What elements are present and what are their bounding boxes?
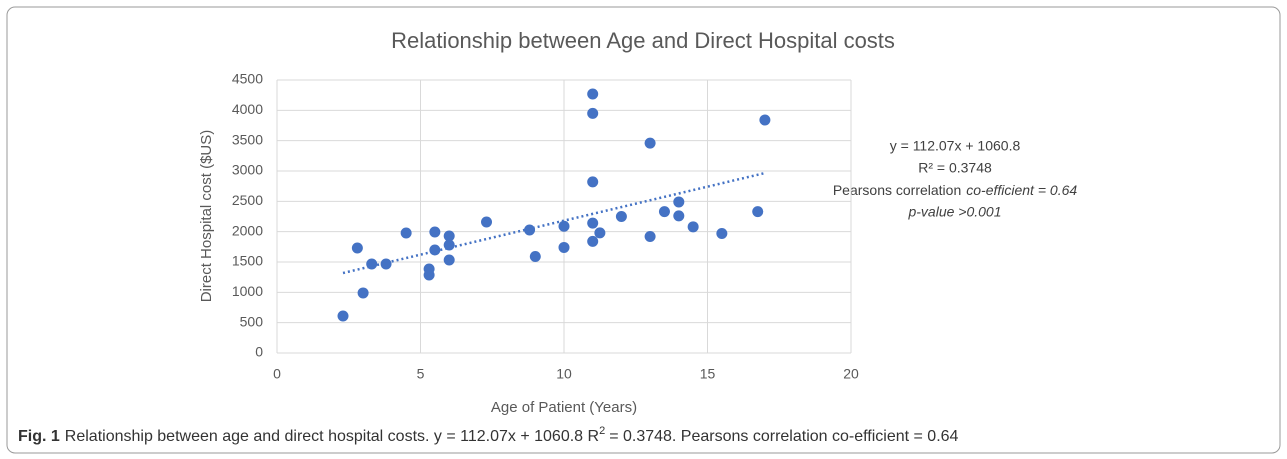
point — [673, 210, 685, 222]
point — [673, 196, 685, 208]
point — [716, 227, 728, 239]
annotation: p-value >0.001 — [907, 204, 1001, 220]
point — [615, 211, 627, 222]
point — [443, 230, 455, 242]
annotation: Pearsons correlation co-efficient = 0.64 — [833, 182, 1078, 198]
point — [529, 251, 541, 263]
point — [337, 310, 349, 322]
point — [443, 239, 455, 251]
x-tick-label: 10 — [556, 366, 572, 382]
x-tick-label: 5 — [417, 366, 425, 382]
caption-text: = 0.3748. Pearsons correlation co-effici… — [609, 428, 958, 445]
point — [558, 220, 570, 232]
chart-title: Relationship between Age and Direct Hosp… — [391, 28, 895, 53]
y-axis-label: Direct Hospital cost ($US) — [198, 130, 215, 303]
point — [351, 242, 363, 254]
point — [558, 241, 570, 253]
y-tick-label: 4000 — [232, 101, 263, 117]
point — [366, 258, 378, 270]
x-tick-label: 20 — [843, 366, 859, 382]
caption-text: Relationship between age and direct hosp… — [65, 428, 599, 445]
point — [587, 176, 599, 188]
point — [644, 231, 656, 243]
point — [423, 269, 435, 281]
point — [752, 206, 764, 218]
y-tick-label: 3500 — [232, 131, 263, 147]
caption-label: Fig. 1 — [18, 428, 60, 445]
point — [380, 258, 392, 270]
point — [587, 235, 599, 247]
point — [759, 114, 771, 126]
caption-sup: 2 — [599, 425, 605, 437]
point — [481, 216, 493, 228]
point — [658, 206, 670, 218]
annotation: y = 112.07x + 1060.8 — [890, 138, 1021, 154]
point — [357, 287, 369, 299]
point — [443, 254, 455, 266]
y-tick-label: 2000 — [232, 222, 263, 238]
annotation: Pearsons correlation — [833, 182, 961, 198]
x-tick-label: 15 — [700, 366, 716, 382]
point — [687, 221, 699, 233]
point — [587, 217, 599, 229]
y-tick-label: 1000 — [232, 283, 263, 299]
y-tick-label: 1500 — [232, 253, 263, 269]
point — [400, 227, 412, 239]
annotation: co-efficient = 0.64 — [966, 182, 1077, 198]
y-tick-label: 4500 — [232, 71, 263, 87]
figure-border — [6, 6, 1281, 454]
point — [524, 224, 536, 236]
x-axis-label: Age of Patient (Years) — [491, 399, 637, 416]
caption: Fig. 1 Relationship between age and direc… — [18, 425, 959, 445]
trendline — [342, 171, 766, 275]
y-tick-label: 0 — [255, 344, 263, 360]
point — [594, 227, 606, 239]
y-tick-label: 3000 — [232, 162, 263, 178]
annotation: R² = 0.3748 — [918, 160, 992, 176]
point — [644, 137, 656, 149]
point — [587, 88, 599, 100]
y-tick-label: 2500 — [232, 192, 263, 208]
y-tick-label: 500 — [240, 313, 264, 329]
point — [587, 107, 599, 119]
x-tick-label: 0 — [273, 366, 281, 382]
point — [429, 226, 441, 238]
point — [429, 244, 441, 256]
